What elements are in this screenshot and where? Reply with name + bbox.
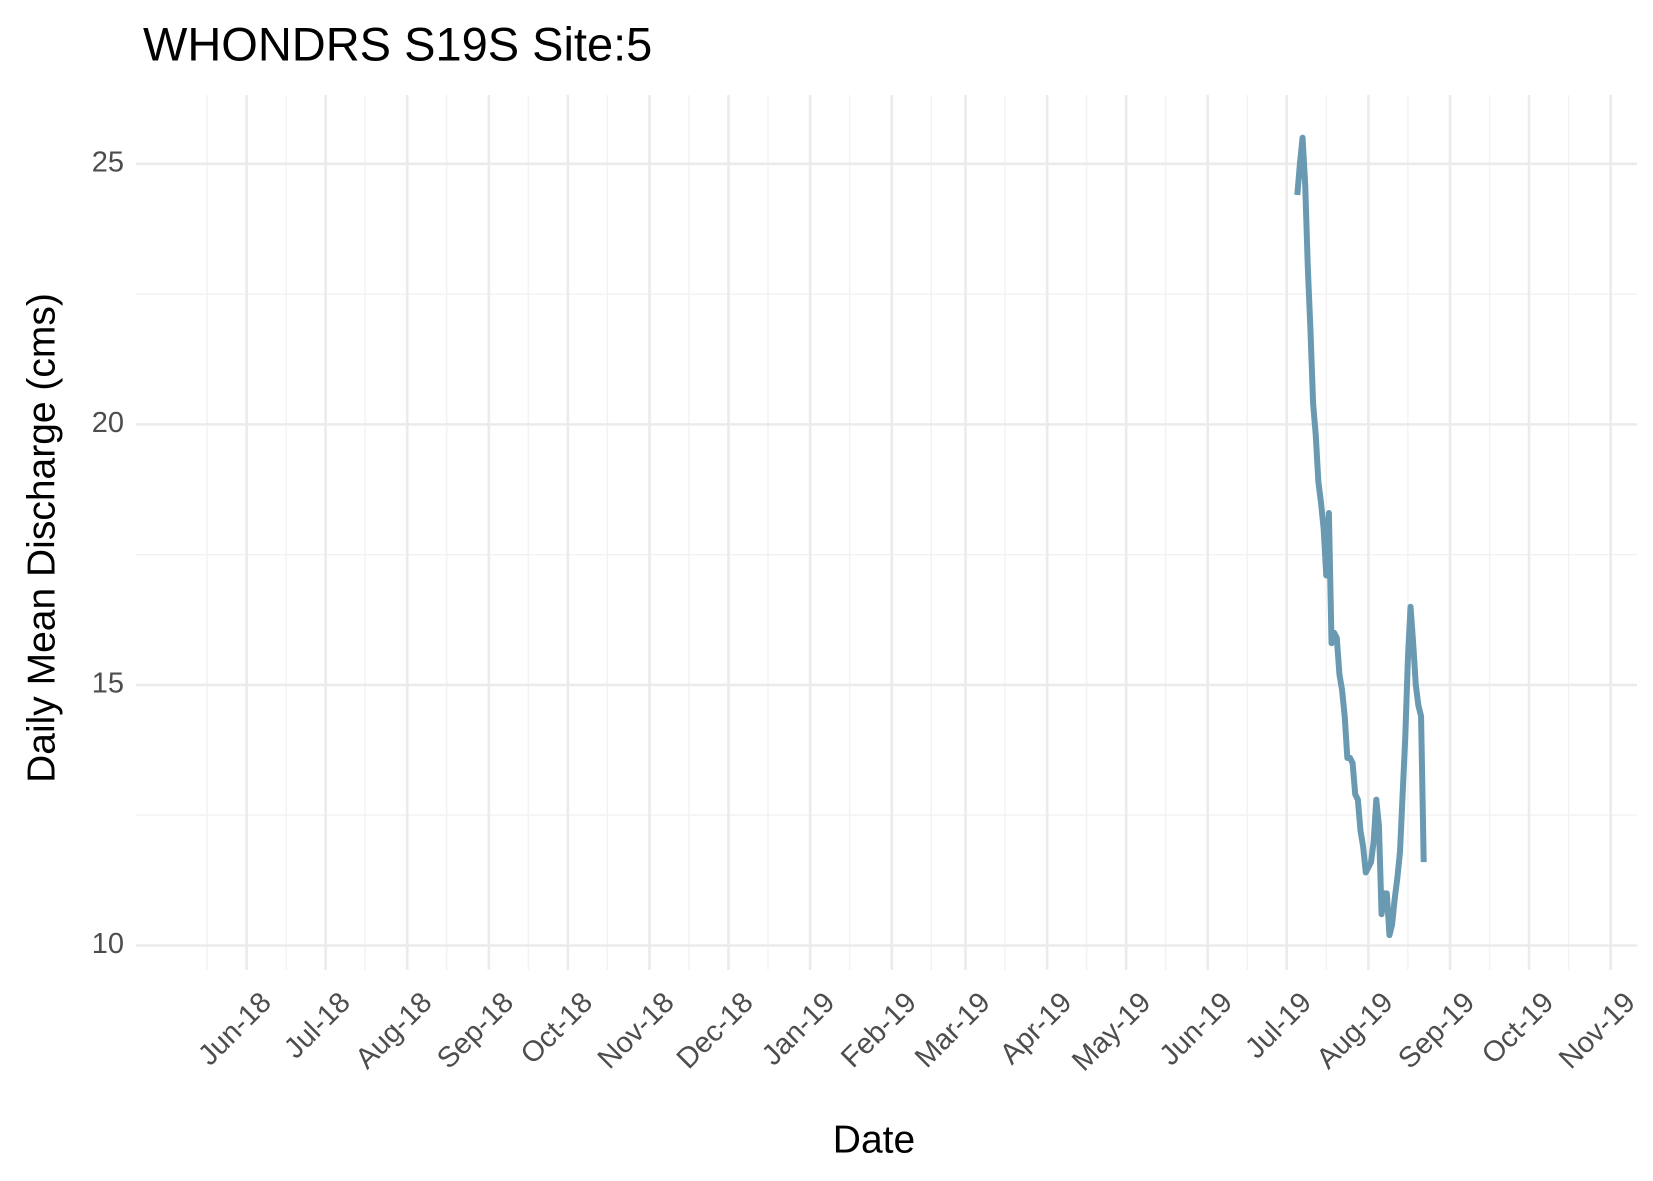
y-tick-label: 15 [92,668,124,700]
x-tick-label: May-19 [1066,986,1157,1077]
x-tick-label: Jul-18 [278,986,356,1064]
x-tick-label: Apr-19 [994,986,1078,1070]
x-tick-label: Dec-18 [671,986,760,1075]
x-axis-label: Date [833,1118,915,1161]
x-tick-label: Nov-19 [1553,986,1642,1075]
x-tick-label: Jun-18 [192,986,277,1071]
x-tick-label: Jul-19 [1239,986,1317,1064]
x-tick-label: Oct-18 [515,986,599,1070]
plot-area [1294,134,1427,939]
y-tick-label: 10 [92,928,124,960]
x-tick-label: Sep-18 [431,986,520,1075]
y-axis-label: Daily Mean Discharge (cms) [20,293,63,783]
data-line [1294,134,1427,939]
y-tick-label: 25 [92,146,124,178]
x-tick-label: Mar-19 [909,986,997,1074]
x-tick-label: Nov-18 [592,986,681,1075]
y-tick-label: 20 [92,407,124,439]
x-tick-label: Sep-19 [1392,986,1481,1075]
x-tick-label: Jan-19 [756,986,841,1071]
x-tick-label: Oct-19 [1476,986,1560,1070]
x-tick-label: Aug-19 [1311,986,1400,1075]
x-tick-label: Jun-19 [1154,986,1239,1071]
x-tick-label: Aug-18 [350,986,439,1075]
chart-title: WHONDRS S19S Site:5 [143,17,652,70]
x-tick-label: Feb-19 [835,986,923,1074]
